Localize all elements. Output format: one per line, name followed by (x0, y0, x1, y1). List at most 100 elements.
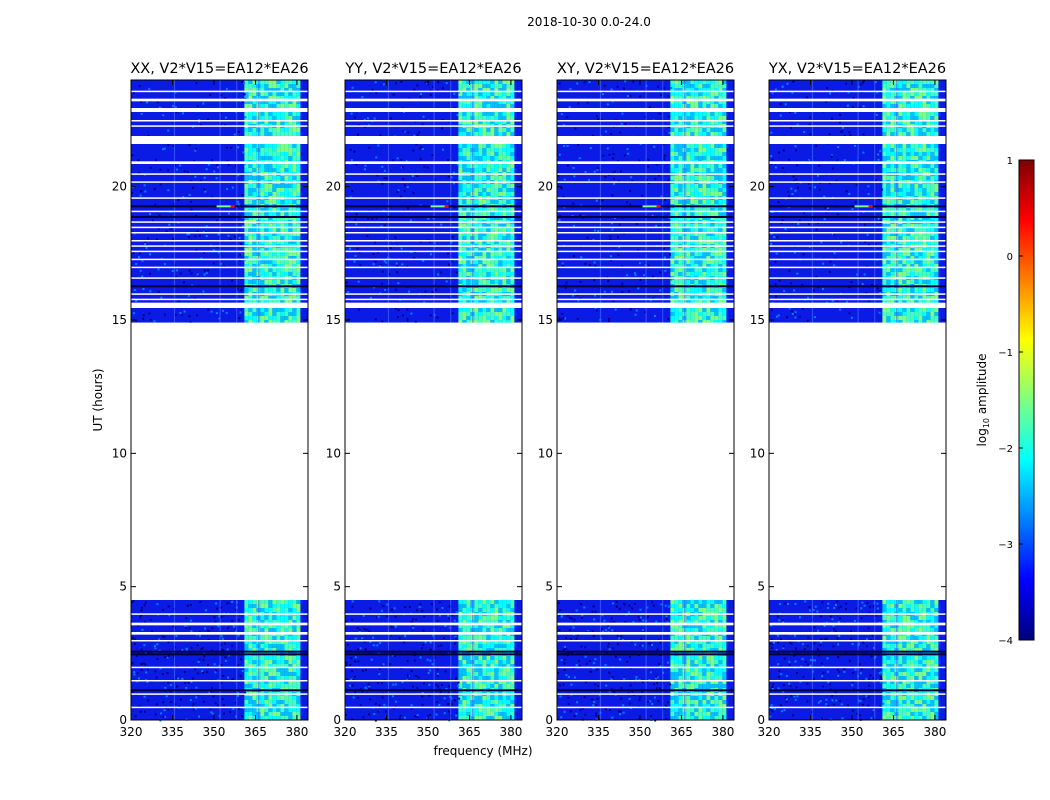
noise-speck (195, 686, 198, 689)
flag-stripe (345, 680, 522, 682)
rfi-cell (288, 636, 293, 640)
rfi-cell (710, 152, 715, 156)
rfi-cell (494, 232, 499, 236)
rfi-cell (486, 696, 491, 700)
rfi-cell (490, 628, 495, 632)
rfi-cell (486, 628, 491, 632)
noise-speck (140, 668, 143, 671)
rfi-cell (268, 92, 273, 96)
noise-speck (420, 146, 423, 149)
rfi-cell (502, 128, 507, 132)
rfi-cell (244, 212, 249, 216)
noise-speck (159, 667, 162, 670)
rfi-cell (674, 232, 679, 236)
rfi-cell (702, 88, 707, 92)
rfi-cell (474, 208, 479, 212)
rfi-cell (462, 84, 467, 88)
rfi-cell (296, 240, 301, 244)
rfi-cell (478, 600, 483, 604)
noise-speck (148, 253, 151, 256)
rfi-cell (718, 84, 723, 88)
rfi-cell (506, 128, 511, 132)
rfi-cell (474, 616, 479, 620)
rfi-cell (272, 660, 277, 664)
noise-speck (346, 291, 349, 294)
rfi-cell (694, 168, 699, 172)
noise-speck (454, 179, 457, 182)
noise-speck (372, 644, 375, 647)
noise-speck (188, 144, 191, 147)
rfi-cell (710, 168, 715, 172)
rfi-cell (506, 312, 511, 316)
rfi-cell (678, 84, 683, 88)
noise-speck (600, 637, 603, 640)
rfi-cell (244, 132, 249, 136)
flag-stripe (131, 293, 308, 295)
rfi-cell (714, 116, 719, 120)
noise-speck (580, 645, 583, 648)
rfi-cell (296, 628, 301, 632)
noise-speck (348, 684, 351, 687)
rfi-cell (714, 696, 719, 700)
rfi-cell (284, 192, 289, 196)
rfi-cell (670, 96, 675, 100)
rfi-cell (284, 628, 289, 632)
rfi-cell (502, 316, 507, 320)
noise-speck (147, 699, 150, 702)
rfi-cell (260, 236, 265, 240)
rfi-cell (458, 696, 463, 700)
rfi-cell (678, 168, 683, 172)
rfi-cell (674, 200, 679, 204)
noise-speck (413, 88, 416, 91)
rfi-cell (674, 684, 679, 688)
rfi-cell (292, 88, 297, 92)
rfi-cell (498, 704, 503, 708)
rfi-cell (260, 156, 265, 160)
rfi-cell (458, 260, 463, 264)
rfi-cell (244, 156, 249, 160)
rfi-cell (510, 116, 515, 120)
rfi-cell (264, 148, 269, 152)
rfi-cell (674, 708, 679, 712)
flagged-gap (345, 632, 522, 635)
rfi-cell (462, 640, 467, 644)
rfi-cell (284, 260, 289, 264)
rfi-cell (670, 232, 675, 236)
rfi-cell (482, 308, 487, 312)
noise-speck (421, 123, 424, 126)
rfi-cell (722, 128, 727, 132)
rfi-cell (490, 600, 495, 604)
rfi-cell (276, 116, 281, 120)
rfi-cell (288, 84, 293, 88)
noise-speck (345, 713, 348, 716)
noise-speck (656, 648, 659, 651)
rfi-cell (718, 152, 723, 156)
rfi-cell (706, 120, 711, 124)
rfi-cell (486, 668, 491, 672)
noise-speck (196, 273, 199, 276)
rfi-cell (694, 640, 699, 644)
noise-speck (367, 713, 370, 716)
noise-speck (154, 647, 157, 650)
rfi-cell (702, 144, 707, 148)
noise-speck (357, 660, 360, 663)
rfi-cell (264, 628, 269, 632)
rfi-cell (670, 236, 675, 240)
rfi-cell (674, 620, 679, 624)
noise-speck (607, 642, 610, 645)
rfi-cell (506, 656, 511, 660)
rfi-cell (510, 624, 515, 628)
flag-stripe (345, 250, 522, 253)
rfi-cell (264, 92, 269, 96)
rfi-cell (462, 148, 467, 152)
noise-speck (616, 643, 619, 646)
rfi-cell (494, 624, 499, 628)
flagged-gap (131, 98, 308, 102)
flag-stripe (345, 173, 522, 175)
rfi-cell (670, 676, 675, 680)
rfi-cell (710, 672, 715, 676)
noise-speck (585, 662, 588, 665)
rfi-cell (478, 264, 483, 268)
rfi-cell (698, 700, 703, 704)
rfi-cell (510, 696, 515, 700)
